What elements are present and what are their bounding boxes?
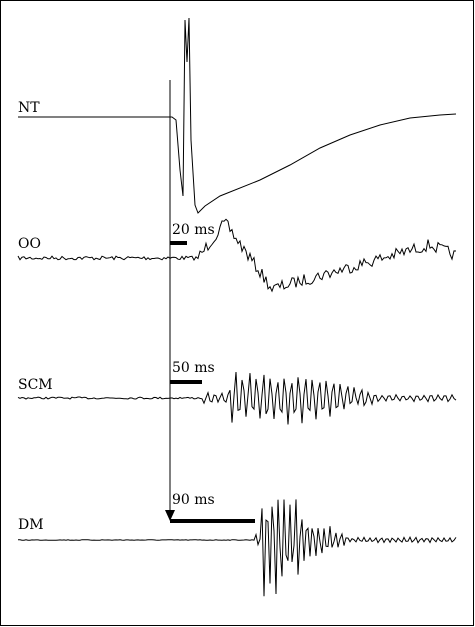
arrow-head (165, 510, 175, 521)
trace-label: NT (18, 100, 40, 116)
nt-trace (18, 17, 457, 214)
latency-label: 20 ms (172, 222, 215, 238)
oo-trace (17, 218, 457, 293)
latency-label: 90 ms (172, 492, 215, 508)
scm-trace (17, 371, 457, 425)
trace-label: OO (18, 236, 41, 252)
trace-label: SCM (18, 377, 53, 393)
latency-label: 50 ms (172, 360, 215, 376)
dm-trace (17, 499, 457, 597)
trace-label: DM (18, 517, 44, 533)
